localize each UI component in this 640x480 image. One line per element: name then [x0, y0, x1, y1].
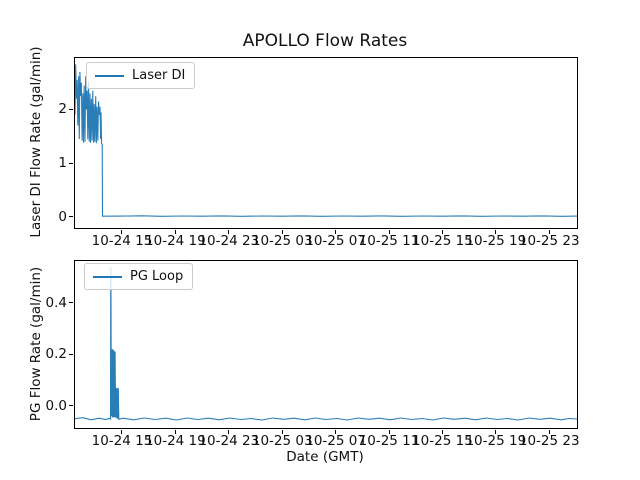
- x-tick-mark: [548, 230, 550, 234]
- figure-title: APOLLO Flow Rates: [242, 31, 408, 51]
- y-tick-mark: [69, 108, 73, 110]
- x-tick-label: 10-25 15: [412, 433, 473, 449]
- y-tick-label: 1: [58, 155, 67, 172]
- x-tick-mark: [121, 230, 123, 234]
- x-tick-mark: [228, 430, 230, 434]
- x-tick-mark: [495, 430, 497, 434]
- x-tick-label: 10-25 07: [305, 433, 366, 449]
- x-tick-mark: [441, 230, 443, 234]
- x-tick-label: 10-24 15: [91, 233, 153, 249]
- y-tick-mark: [69, 353, 73, 355]
- x-tick-label: 10-25 03: [251, 233, 313, 249]
- x-tick-label: 10-25 23: [518, 433, 580, 449]
- y-tick-mark: [69, 405, 73, 407]
- y-tick-label: 0: [58, 208, 67, 225]
- x-tick-mark: [495, 230, 497, 234]
- x-tick-mark: [388, 230, 390, 234]
- x-tick-label: 10-25 23: [518, 233, 580, 249]
- x-tick-label: 10-25 07: [305, 233, 366, 249]
- x-tick-mark: [548, 430, 550, 434]
- y-tick-label: 0.4: [45, 294, 67, 311]
- x-tick-mark: [174, 230, 176, 234]
- laser-di-subplot: Laser DI 10-24 15 10-24 19 10-24 23 10-25 0…: [58, 57, 580, 249]
- x-tick-label: 10-25 03: [251, 433, 313, 449]
- x-tick-mark: [335, 430, 337, 434]
- y-tick-label: 2: [58, 101, 67, 118]
- laser-di-line-plot: [75, 64, 577, 217]
- x-axis-label: Date (GMT): [286, 449, 364, 465]
- pg-loop-line-plot: [75, 266, 577, 421]
- x-tick-mark: [121, 430, 123, 434]
- pg-loop-subplot: PG Loop 10-24 15 10-24 19 10-24 23 10-25 03…: [46, 260, 580, 449]
- x-tick-mark: [281, 430, 283, 434]
- x-tick-mark: [388, 430, 390, 434]
- x-tick-label: 10-24 15: [91, 433, 153, 449]
- x-tick-label: 10-25 11: [358, 233, 420, 249]
- y-tick-mark: [69, 216, 73, 218]
- x-tick-label: 10-24 23: [198, 433, 260, 449]
- y-tick-label: 0.0: [45, 397, 67, 414]
- legend-line-sample-icon: [93, 275, 122, 278]
- y-tick-label: 0.2: [45, 346, 67, 363]
- y-tick-mark: [69, 302, 73, 304]
- x-tick-mark: [228, 230, 230, 234]
- laser-di-series-path: [75, 64, 577, 217]
- x-tick-label: 10-24 23: [198, 233, 260, 249]
- x-tick-label: 10-25 15: [412, 233, 473, 249]
- y-tick-mark: [69, 162, 73, 164]
- pg-loop-series-path: [75, 266, 577, 421]
- laser-di-legend-label: Laser DI: [132, 68, 186, 83]
- x-tick-label: 10-25 19: [465, 433, 527, 449]
- x-tick-mark: [441, 430, 443, 434]
- x-tick-mark: [281, 230, 283, 234]
- laser-di-legend: Laser DI: [86, 62, 196, 89]
- x-tick-label: 10-24 19: [145, 433, 206, 449]
- pg-loop-legend-label: PG Loop: [130, 269, 184, 284]
- pg-loop-legend: PG Loop: [84, 263, 194, 290]
- x-tick-mark: [174, 430, 176, 434]
- x-tick-label: 10-25 19: [465, 233, 527, 249]
- x-tick-label: 10-25 11: [358, 433, 420, 449]
- x-tick-label: 10-24 19: [145, 233, 206, 249]
- x-tick-mark: [335, 230, 337, 234]
- legend-line-sample-icon: [95, 74, 124, 77]
